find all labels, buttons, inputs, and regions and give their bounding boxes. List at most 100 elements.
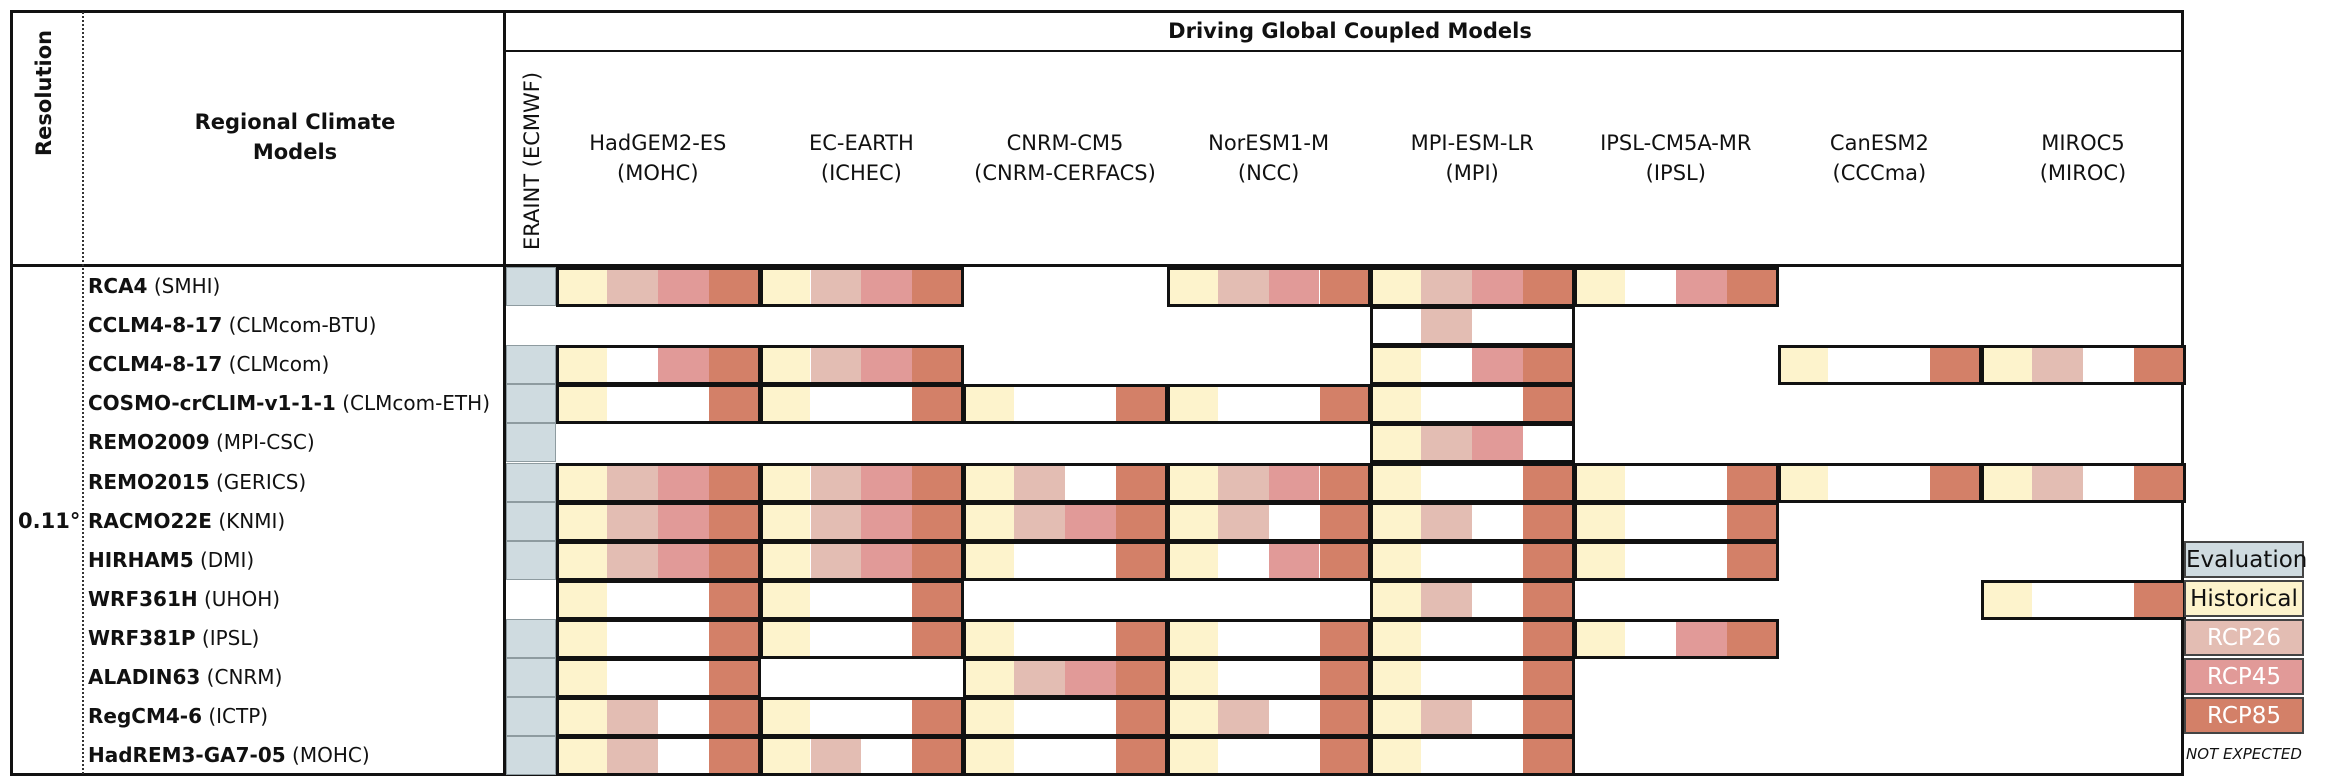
evaluation-cell <box>506 384 556 424</box>
scenario-cell <box>1523 345 1574 385</box>
scenario-cell <box>1166 462 1218 502</box>
scenario-cell <box>1370 462 1422 502</box>
gcm-institute-6: (CCCma) <box>1832 161 1927 185</box>
scenario-cell <box>810 345 862 385</box>
scenario-cell <box>1523 384 1574 424</box>
rcm-row-label: WRF381P (IPSL) <box>88 619 259 658</box>
gcm-institute-5: (IPSL) <box>1645 161 1706 185</box>
gcm-institute-0: (MOHC) <box>617 161 699 185</box>
resolution-header: Resolution <box>32 29 56 156</box>
rcm-model-name: REMO2009 <box>88 430 210 455</box>
scenario-cell <box>657 462 709 502</box>
scenario-cell <box>1574 540 1625 580</box>
scenario-cell <box>556 267 607 307</box>
gcm-institute-3: (NCC) <box>1237 161 1300 185</box>
rcm-row-label: REMO2015 (GERICS) <box>88 463 306 502</box>
scenario-cell <box>963 658 1015 698</box>
scenario-cell <box>1319 658 1371 698</box>
scenario-cell <box>657 345 709 385</box>
scenario-cell <box>759 345 811 385</box>
scenario-cell <box>1472 423 1524 463</box>
rcm-model-name: RACMO22E <box>88 508 212 533</box>
gcm-name-1: EC-EARTH <box>808 131 914 155</box>
rcm-model-name: REMO2015 <box>88 469 210 494</box>
scenario-cell <box>1115 384 1167 424</box>
scenario-cell <box>912 736 964 776</box>
scenario-cell <box>1370 267 1422 307</box>
scenario-cell <box>861 267 913 307</box>
rcm-row-label: ALADIN63 (CNRM) <box>88 658 282 697</box>
scenario-cell <box>606 462 658 502</box>
gcm-name-7: MIROC5 <box>2041 131 2125 155</box>
scenario-cell <box>1370 540 1422 580</box>
scenario-cell <box>708 384 760 424</box>
scenario-cell <box>1523 501 1574 541</box>
legend-item: Evaluation <box>2184 541 2307 578</box>
eraint-header: ERAINT (ECMWF) <box>520 71 544 250</box>
rcm-title-line2: Models <box>252 140 338 164</box>
scenario-cell <box>1268 267 1320 307</box>
scenario-cell <box>861 462 913 502</box>
scenario-cell <box>1523 697 1574 737</box>
rcm-institute: (KNMI) <box>211 508 286 533</box>
scenario-cell <box>759 736 811 776</box>
scenario-cell <box>1421 501 1473 541</box>
resolution-value: 0.11° <box>18 509 81 533</box>
evaluation-cell <box>506 462 556 502</box>
scenario-cell <box>1523 540 1574 580</box>
gcm-name-0: HadGEM2-ES <box>589 131 727 155</box>
rcm-institute: (SMHI) <box>147 274 221 298</box>
legend-item: NOT EXPECTED <box>2184 736 2304 774</box>
gcm-name-3: NorESM1-M <box>1208 131 1330 155</box>
scenario-cell <box>708 501 760 541</box>
scenario-cell <box>556 579 607 619</box>
scenario-cell <box>2133 579 2185 619</box>
rcm-model-name: ALADIN63 <box>88 665 201 689</box>
scenario-cell <box>606 267 658 307</box>
scenario-cell <box>810 736 862 776</box>
scenario-cell <box>1217 267 1269 307</box>
scenario-cell <box>759 579 811 619</box>
scenario-cell <box>1319 501 1371 541</box>
scenario-cell <box>810 501 862 541</box>
scenario-cell <box>1726 267 1778 307</box>
scenario-cell <box>912 267 964 307</box>
scenario-cell <box>708 540 760 580</box>
scenario-cell <box>1319 462 1371 502</box>
scenario-cell <box>556 462 607 502</box>
rcm-model-name: RCA4 <box>88 274 148 298</box>
scenario-cell <box>1115 462 1167 502</box>
scenario-cell <box>1014 462 1065 502</box>
scenario-cell <box>606 501 658 541</box>
scenario-cell <box>1523 267 1574 307</box>
scenario-cell <box>759 501 811 541</box>
scenario-cell <box>912 540 964 580</box>
scenario-cell <box>1166 267 1218 307</box>
evaluation-cell <box>506 501 556 541</box>
evaluation-cell <box>506 423 556 463</box>
gcm-name-4: MPI-ESM-LR <box>1410 131 1534 155</box>
scenario-cell <box>1981 579 2033 619</box>
scenario-cell <box>1472 267 1524 307</box>
rcm-title-line1: Regional Climate <box>194 110 396 134</box>
scenario-cell <box>1166 658 1218 698</box>
scenario-cell <box>1777 462 1829 502</box>
scenario-cell <box>759 540 811 580</box>
gcm-name-5: IPSL-CM5A-MR <box>1600 131 1752 155</box>
rcm-institute: (CLMcom) <box>222 352 330 377</box>
scenario-cell <box>1370 579 1422 619</box>
scenario-cell <box>1726 462 1778 502</box>
rcm-model-name: HadREM3-GA7-05 <box>88 743 286 768</box>
scenario-cell <box>912 697 964 737</box>
rcm-model-name: HIRHAM5 <box>88 547 194 572</box>
scenario-cell <box>1574 462 1625 502</box>
scenario-cell <box>1065 501 1116 541</box>
scenario-cell <box>606 736 658 776</box>
scenario-cell <box>1421 423 1473 463</box>
rcm-row-label: CCLM4-8-17 (CLMcom) <box>88 345 329 384</box>
gcm-name-6: CanESM2 <box>1829 131 1929 155</box>
scenario-cell <box>1065 658 1116 698</box>
scenario-cell <box>1472 345 1524 385</box>
rcm-row-label: HIRHAM5 (DMI) <box>88 541 254 580</box>
scenario-cell <box>1319 736 1371 776</box>
